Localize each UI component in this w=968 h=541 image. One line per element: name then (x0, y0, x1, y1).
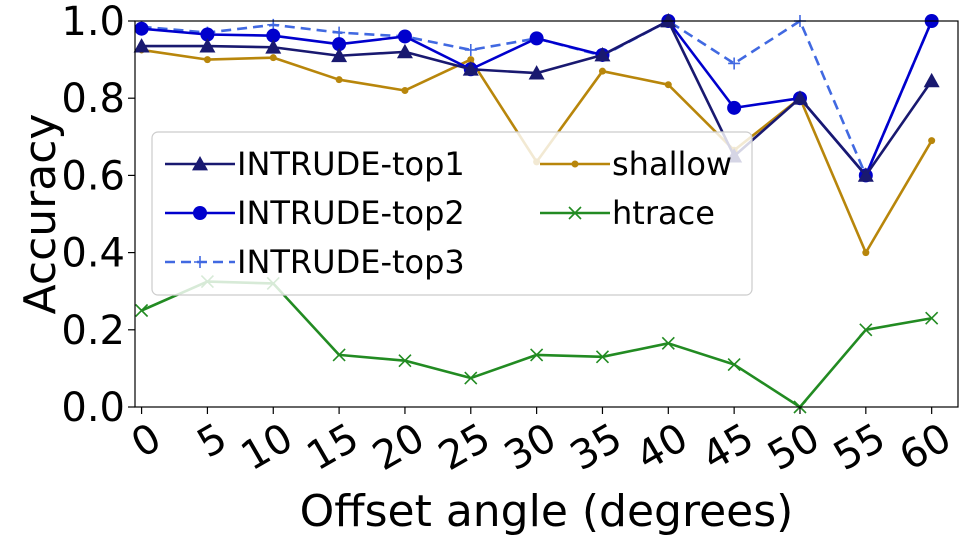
y-tick-label: 0.0 (61, 385, 125, 431)
legend-marker (568, 206, 582, 220)
data-point (925, 311, 939, 325)
x-axis-title: Offset angle (degrees) (300, 486, 794, 537)
x-tick-label: 15 (299, 415, 366, 480)
x-tick-label: 25 (431, 415, 498, 480)
data-point (203, 56, 211, 64)
legend-label: INTRUDE-top1 (237, 145, 465, 183)
data-point (464, 43, 477, 56)
data-point (660, 13, 677, 28)
data-point (529, 31, 544, 46)
data-point (199, 38, 216, 53)
data-point (332, 348, 346, 362)
legend-marker (194, 256, 206, 268)
data-point (530, 348, 544, 362)
legend-item: htrace (540, 194, 715, 232)
y-axis-title: Accuracy (15, 114, 66, 315)
data-point (923, 72, 940, 88)
y-axis: 0.0 0.2 0.4 0.6 0.8 1.0 (61, 0, 135, 431)
data-point (398, 354, 412, 368)
series-line (141, 280, 932, 409)
data-point (727, 357, 741, 372)
data-point (664, 81, 672, 89)
data-point (462, 61, 479, 76)
legend-item: INTRUDE-top1 (165, 145, 465, 183)
data-point (528, 65, 545, 80)
data-point (857, 167, 874, 182)
legend-item: INTRUDE-top2 (165, 194, 465, 232)
data-point (333, 26, 346, 39)
legend-label: htrace (612, 194, 715, 232)
data-point (401, 86, 409, 94)
x-tick-label: 55 (826, 415, 893, 480)
data-point (269, 54, 277, 62)
legend-label: INTRUDE-top3 (237, 243, 465, 281)
x-tick-label: 0 (124, 415, 169, 468)
data-point (464, 371, 478, 385)
series-htrace (135, 274, 939, 414)
legend-marker (192, 156, 208, 171)
data-point (332, 37, 347, 52)
data-point (594, 46, 611, 62)
data-point (200, 27, 215, 42)
y-tick-label: 0.2 (61, 308, 125, 354)
data-point (133, 38, 150, 53)
y-tick-label: 0.8 (61, 76, 125, 122)
legend-marker (193, 206, 207, 220)
data-point (728, 57, 741, 70)
y-tick-label: 0.4 (61, 231, 125, 277)
legend-item: INTRUDE-top3 (165, 243, 465, 281)
legend-marker (571, 160, 579, 168)
x-tick-label: 5 (190, 415, 235, 468)
x-tick-label: 20 (365, 415, 432, 480)
legend-box (151, 131, 753, 296)
y-tick-label: 1.0 (61, 0, 125, 45)
data-point (397, 29, 412, 44)
x-tick-label: 45 (694, 415, 761, 480)
x-tick-label: 60 (892, 415, 959, 480)
data-point (266, 28, 281, 43)
data-point (467, 56, 475, 64)
data-point (862, 249, 870, 257)
data-point (727, 100, 742, 115)
data-point (396, 43, 413, 59)
x-tick-label: 40 (629, 415, 696, 480)
data-point (335, 76, 343, 84)
x-tick-label: 10 (234, 415, 301, 480)
data-point (595, 350, 610, 364)
legend: INTRUDE-top1 INTRUDE-top2 INTRUDE-top3 shal… (151, 131, 753, 296)
plot-area-frame (134, 20, 959, 408)
data-point (661, 336, 675, 350)
data-point (859, 323, 873, 337)
data-point (598, 67, 606, 75)
legend-item: shallow (540, 145, 732, 183)
data-point (135, 303, 149, 318)
legend-label: INTRUDE-top2 (237, 194, 465, 232)
x-tick-label: 35 (563, 415, 630, 480)
y-tick-label: 0.6 (61, 153, 125, 199)
data-point (928, 137, 936, 145)
data-point (791, 90, 808, 105)
x-tick-label: 50 (760, 415, 827, 480)
legend-label: shallow (612, 145, 732, 183)
data-point (331, 47, 348, 63)
x-tick-label: 30 (497, 415, 564, 480)
data-point (134, 21, 149, 36)
data-point (265, 39, 282, 54)
